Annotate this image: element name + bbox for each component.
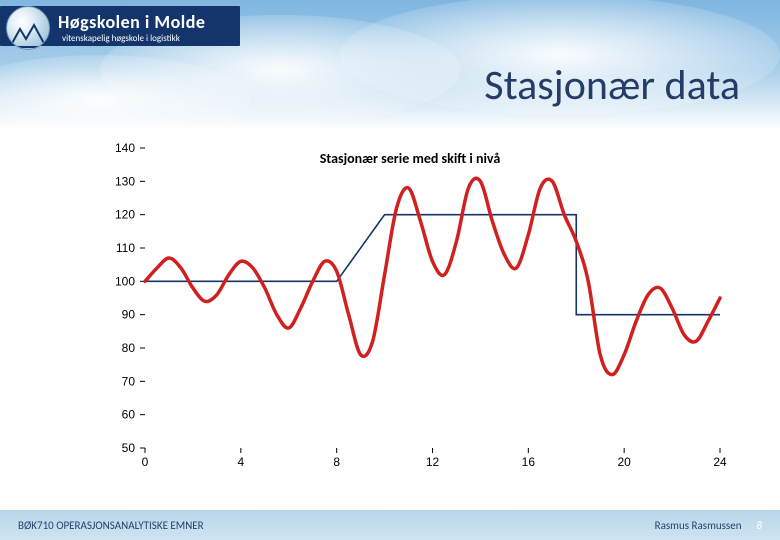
footer-author: Rasmus Rasmussen — [655, 519, 742, 532]
svg-text:50: 50 — [122, 441, 136, 455]
svg-text:24: 24 — [713, 455, 727, 469]
svg-text:60: 60 — [122, 408, 136, 422]
svg-text:120: 120 — [115, 208, 135, 222]
mountain-icon — [8, 19, 48, 49]
chart-svg: 50 60 70 80 90 100 110 120 130 140 0 4 8 12 16 20 24 — [90, 140, 730, 470]
svg-text:20: 20 — [617, 455, 631, 469]
chart: 50 60 70 80 90 100 110 120 130 140 0 4 8 12 16 20 24 Sta… — [90, 140, 730, 470]
svg-text:12: 12 — [426, 455, 440, 469]
brand-block: Høgskolen i Molde vitenskapelig høgskole… — [6, 6, 205, 50]
svg-text:70: 70 — [122, 374, 136, 388]
chart-title: Stasjonær serie med skift i nivå — [320, 150, 501, 167]
svg-text:100: 100 — [115, 274, 135, 288]
slide: Høgskolen i Molde vitenskapelig høgskole… — [0, 0, 780, 540]
brand-title: Høgskolen i Molde — [58, 13, 205, 31]
slide-title: Stasjonær data — [484, 60, 740, 111]
footer-page: 8 — [756, 519, 762, 532]
brand-logo — [6, 6, 50, 50]
svg-text:16: 16 — [522, 455, 536, 469]
svg-text:80: 80 — [122, 341, 136, 355]
brand-subtitle: vitenskapelig høgskole i logistikk — [58, 33, 184, 44]
svg-text:140: 140 — [115, 141, 135, 155]
footer-bar: BØK710 OPERASJONSANALYTISKE EMNER Rasmus… — [0, 510, 780, 540]
footer-left: BØK710 OPERASJONSANALYTISKE EMNER — [18, 519, 204, 532]
svg-text:8: 8 — [333, 455, 340, 469]
svg-text:4: 4 — [237, 455, 244, 469]
svg-text:130: 130 — [115, 174, 135, 188]
svg-text:110: 110 — [116, 241, 135, 255]
svg-text:0: 0 — [142, 455, 149, 469]
svg-text:90: 90 — [122, 308, 136, 322]
